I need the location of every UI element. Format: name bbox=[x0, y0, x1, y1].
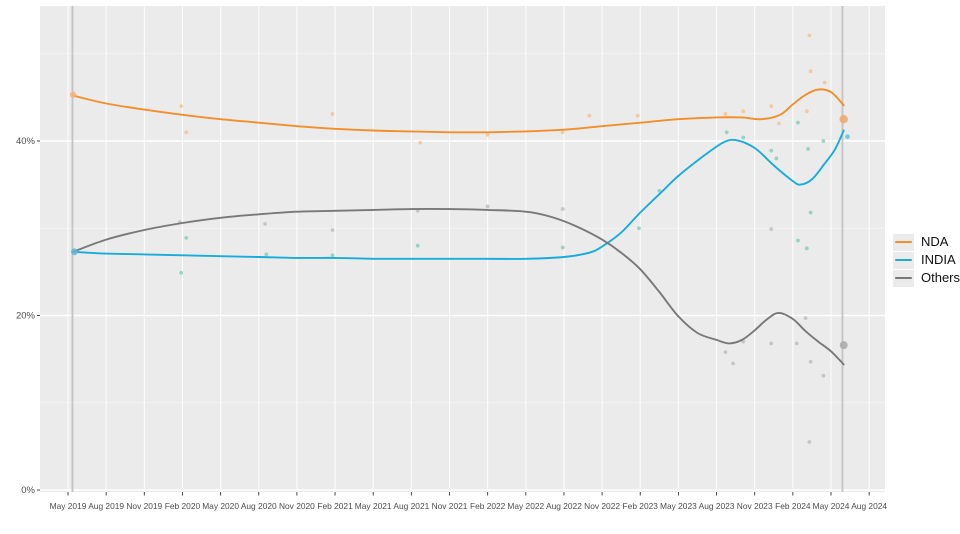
svg-text:May 2023: May 2023 bbox=[660, 501, 697, 511]
chart-legend: NDA INDIA Others bbox=[893, 233, 960, 287]
x-axis-labels: May 2019 Aug 2019 Nov 2019 Feb 2020 May 2020… bbox=[50, 501, 888, 511]
legend-item-others: Others bbox=[893, 269, 960, 287]
svg-text:0%: 0% bbox=[21, 485, 35, 496]
svg-text:Aug 2024: Aug 2024 bbox=[851, 501, 887, 511]
svg-text:Feb 2024: Feb 2024 bbox=[775, 501, 811, 511]
svg-text:Nov 2019: Nov 2019 bbox=[126, 501, 162, 511]
y-axis-ticks bbox=[37, 140, 40, 491]
poll-scatter-nda bbox=[179, 33, 827, 145]
svg-text:May 2021: May 2021 bbox=[355, 501, 392, 511]
trend-line-india bbox=[72, 129, 845, 260]
others-line-swatch-icon bbox=[895, 276, 912, 280]
trend-line-nda bbox=[72, 88, 845, 134]
result-markers bbox=[69, 91, 850, 350]
svg-text:Aug 2021: Aug 2021 bbox=[393, 501, 429, 511]
svg-text:Nov 2022: Nov 2022 bbox=[584, 501, 620, 511]
y-axis-labels: 0% 20% 40% bbox=[16, 136, 36, 496]
svg-text:Aug 2019: Aug 2019 bbox=[88, 501, 124, 511]
svg-text:Feb 2020: Feb 2020 bbox=[165, 501, 201, 511]
svg-text:Aug 2022: Aug 2022 bbox=[546, 501, 582, 511]
legend-key-nda bbox=[893, 233, 914, 251]
nda-line-swatch-icon bbox=[895, 240, 912, 244]
svg-text:May 2024: May 2024 bbox=[813, 501, 850, 511]
svg-text:Feb 2021: Feb 2021 bbox=[317, 501, 353, 511]
svg-text:May 2019: May 2019 bbox=[50, 501, 87, 511]
svg-text:Nov 2020: Nov 2020 bbox=[279, 501, 315, 511]
svg-text:Nov 2021: Nov 2021 bbox=[432, 501, 468, 511]
trend-line-others bbox=[72, 208, 845, 366]
svg-text:May 2022: May 2022 bbox=[507, 501, 544, 511]
gridlines-vertical bbox=[67, 6, 870, 492]
plot-panel bbox=[40, 6, 885, 492]
svg-text:20%: 20% bbox=[16, 311, 36, 322]
india-line-swatch-icon bbox=[895, 258, 912, 262]
gridlines-minor bbox=[40, 53, 885, 404]
svg-text:Aug 2023: Aug 2023 bbox=[699, 501, 735, 511]
svg-text:40%: 40% bbox=[16, 136, 36, 147]
legend-label-others: Others bbox=[921, 270, 960, 285]
x-axis-ticks bbox=[67, 492, 870, 496]
legend-key-others bbox=[893, 269, 914, 287]
legend-item-india: INDIA bbox=[893, 251, 960, 269]
legend-label-nda: NDA bbox=[921, 234, 949, 249]
svg-text:Feb 2023: Feb 2023 bbox=[623, 501, 659, 511]
gridlines-major bbox=[40, 140, 885, 491]
legend-item-nda: NDA bbox=[893, 233, 960, 251]
legend-label-india: INDIA bbox=[921, 252, 956, 267]
svg-text:Aug 2020: Aug 2020 bbox=[241, 501, 277, 511]
svg-text:May 2020: May 2020 bbox=[202, 501, 239, 511]
legend-key-india bbox=[893, 251, 914, 269]
poll-scatter-india bbox=[179, 120, 826, 275]
svg-text:Nov 2023: Nov 2023 bbox=[737, 501, 773, 511]
svg-text:Feb 2022: Feb 2022 bbox=[470, 501, 506, 511]
